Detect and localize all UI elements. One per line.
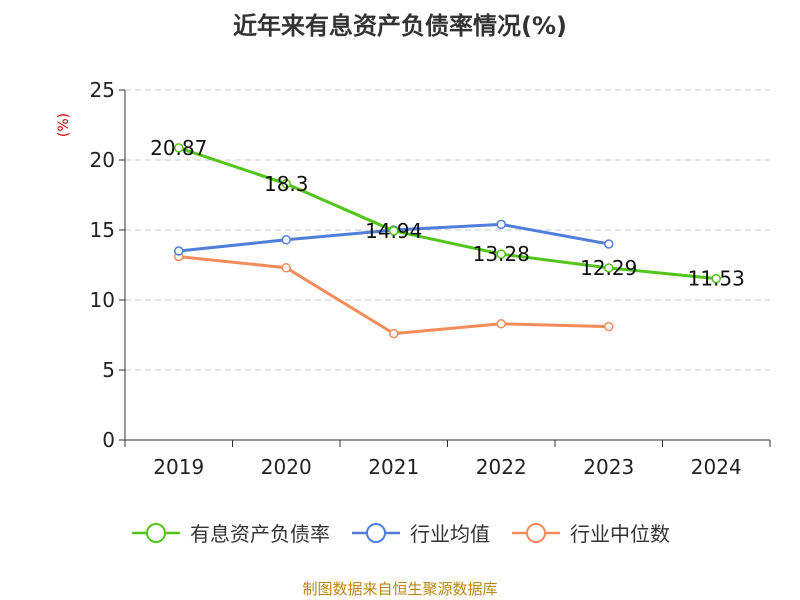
data-labels: 20.87 18.3 14.94 13.28 12.29 11.53 bbox=[150, 136, 745, 291]
legend-item[interactable]: 有息资产负债率 bbox=[130, 518, 330, 547]
data-point[interactable] bbox=[496, 219, 506, 230]
data-point[interactable] bbox=[496, 249, 506, 259]
data-point[interactable] bbox=[281, 235, 291, 245]
y-tick-label: 25 bbox=[90, 78, 115, 102]
legend-label: 有息资产负债率 bbox=[190, 522, 330, 546]
data-point[interactable] bbox=[496, 319, 506, 329]
legend-item[interactable]: 行业均值 bbox=[350, 518, 490, 547]
data-point[interactable] bbox=[604, 263, 614, 273]
data-point[interactable] bbox=[174, 143, 184, 153]
legend-line-marker-icon bbox=[352, 522, 400, 543]
data-label: 20.87 bbox=[150, 136, 207, 160]
data-point[interactable] bbox=[711, 273, 721, 284]
legend-line-marker-icon bbox=[512, 522, 560, 543]
data-point[interactable] bbox=[174, 246, 184, 256]
data-label: 12.29 bbox=[580, 256, 637, 280]
legend-line-marker-icon bbox=[132, 522, 180, 543]
data-point[interactable] bbox=[389, 226, 399, 236]
data-label: 13.28 bbox=[473, 242, 530, 266]
grid-lines bbox=[125, 89, 770, 371]
y-tick-label: 10 bbox=[90, 288, 115, 312]
data-point[interactable] bbox=[389, 328, 399, 339]
x-tick-label: 2024 bbox=[691, 455, 742, 479]
x-tick-label: 2023 bbox=[583, 455, 634, 479]
series-2 bbox=[174, 251, 614, 339]
data-point[interactable] bbox=[604, 239, 614, 249]
chart-title: 近年来有息资产负债率情况(%) bbox=[233, 12, 567, 40]
y-tick-label: 5 bbox=[102, 358, 115, 382]
legend: 有息资产负债率 行业均值 行业中位数 bbox=[0, 518, 800, 547]
data-point[interactable] bbox=[281, 179, 291, 189]
series-lines bbox=[174, 143, 721, 339]
x-tick-label: 2021 bbox=[368, 455, 419, 479]
series-0 bbox=[174, 143, 721, 284]
legend-label: 行业中位数 bbox=[570, 522, 670, 546]
y-axis-unit-label: (%) bbox=[56, 113, 72, 137]
legend-item[interactable]: 行业中位数 bbox=[510, 518, 670, 547]
axes: 0 5 10 15 20 25 2019 2020 2021 2022 2023 2024 bbox=[90, 78, 771, 479]
x-tick-label: 2020 bbox=[261, 455, 312, 479]
x-tick-label: 2019 bbox=[153, 455, 204, 479]
data-point[interactable] bbox=[281, 263, 291, 273]
y-tick-label: 15 bbox=[90, 218, 115, 242]
y-tick-label: 0 bbox=[102, 428, 115, 452]
source-note: 制图数据来自恒生聚源数据库 bbox=[302, 580, 498, 598]
legend-label: 行业均值 bbox=[410, 522, 490, 546]
series-line bbox=[178, 255, 609, 336]
data-point[interactable] bbox=[604, 321, 614, 332]
data-label: 18.3 bbox=[264, 172, 309, 196]
data-label: 11.53 bbox=[688, 267, 745, 291]
x-tick-label: 2022 bbox=[476, 455, 527, 479]
y-tick-label: 20 bbox=[90, 148, 115, 172]
data-label: 14.94 bbox=[365, 219, 422, 243]
series-line bbox=[178, 146, 717, 281]
